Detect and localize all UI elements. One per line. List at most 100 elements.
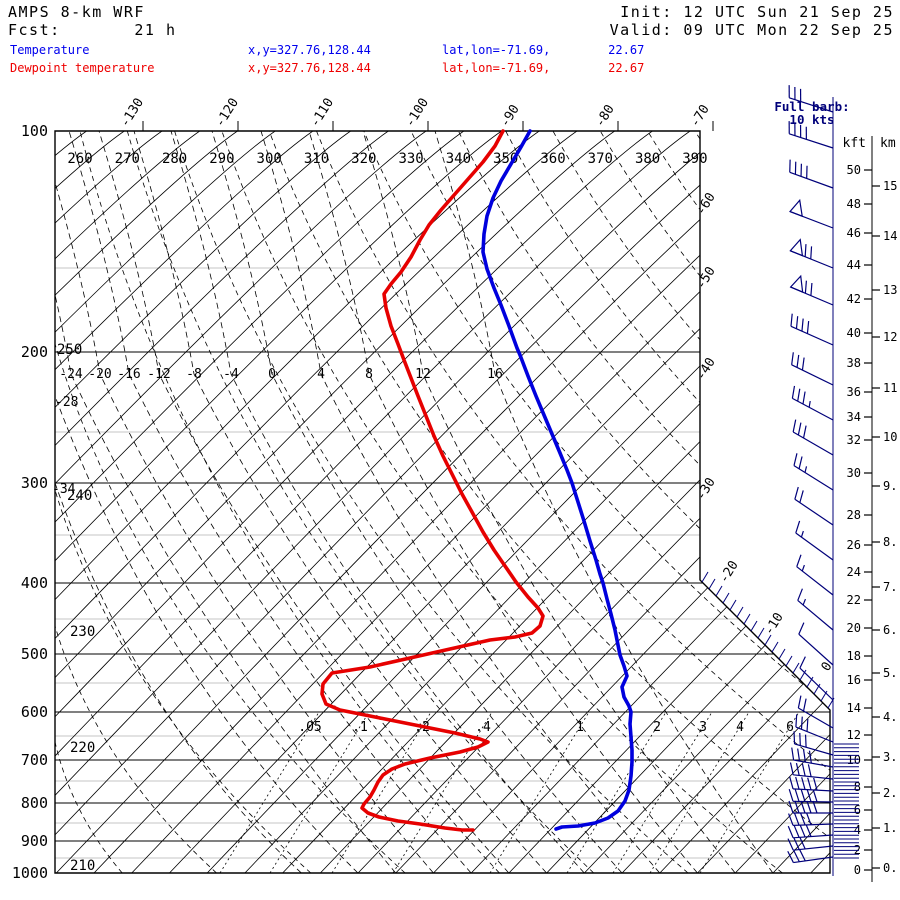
init-time: Init: 12 UTC Sun 21 Sep 25 <box>620 3 894 21</box>
km-tick-label: 6. <box>883 623 897 637</box>
kft-tick-label: 32 <box>847 433 861 447</box>
kft-tick-label: 36 <box>847 385 861 399</box>
model-title: AMPS 8-km WRF <box>8 3 145 21</box>
kft-tick-label: 24 <box>847 565 861 579</box>
mixing-ratio-label: 6 <box>786 720 794 735</box>
km-tick-label: 8. <box>883 535 897 549</box>
isotherm-label: -20 <box>717 558 742 586</box>
temperature-xy: x,y=327.76,128.44 <box>248 43 371 57</box>
kft-tick-label: 6 <box>854 803 861 817</box>
km-tick-label: 7. <box>883 580 897 594</box>
moist-adiabat-label: -24 <box>59 367 83 382</box>
kft-tick-label: 44 <box>847 258 861 272</box>
kft-tick-label: 16 <box>847 673 861 687</box>
dry-adiabat-label: 310 <box>304 151 329 167</box>
wind-barb-legend-line2: 10 kts <box>789 112 835 127</box>
dry-adiabat-label: 300 <box>257 151 282 167</box>
pressure-label: 700 <box>21 751 48 769</box>
dry-adiabat-label: 210 <box>70 858 95 874</box>
dry-adiabat-label: 360 <box>540 151 565 167</box>
dry-adiabat-label: 390 <box>682 151 707 167</box>
moist-adiabat-labels: -24 -20 -16 -12 -8 -4 0 4 8 12 16 -28 -34 <box>52 367 503 497</box>
km-tick-label: 2. <box>883 786 897 800</box>
kft-tick-label: 18 <box>847 649 861 663</box>
mixing-ratio-label: .05 <box>298 720 321 735</box>
moist-adiabat-lines <box>55 131 774 873</box>
km-tick-label: 13. <box>883 283 900 297</box>
pressure-label: 300 <box>21 474 48 492</box>
km-tick-label: 1. <box>883 821 897 835</box>
km-tick-label: 11. <box>883 381 900 395</box>
km-tick-label: 3. <box>883 750 897 764</box>
mixing-ratio-label: 1 <box>576 720 584 735</box>
moist-adiabat-label: -16 <box>117 367 140 382</box>
pressure-label: 800 <box>21 794 48 812</box>
kft-tick-label: 0 <box>854 863 861 877</box>
pressure-label: 900 <box>21 832 48 850</box>
km-tick-label: 10. <box>883 430 900 444</box>
kft-tick-label: 28 <box>847 508 861 522</box>
kft-tick-label: 14 <box>847 701 861 715</box>
dry-adiabat-label: 330 <box>398 151 423 167</box>
dry-adiabat-label: 230 <box>70 624 95 640</box>
dry-adiabat-label: 240 <box>67 488 92 504</box>
mixing-ratio-label: 2 <box>653 720 661 735</box>
moist-adiabat-label: -34 <box>52 482 76 497</box>
kft-tick-label: 26 <box>847 538 861 552</box>
km-tick-label: 15. <box>883 179 900 193</box>
pressure-gridlines <box>55 130 830 874</box>
dewpoint-xy: x,y=327.76,128.44 <box>248 61 371 75</box>
height-axis: kft km50484644424038363432302826242220181… <box>843 136 900 882</box>
isotherm-top-labels: -130 -120 -110 -100 -90 -80 -70 <box>118 96 714 131</box>
valid-time: Valid: 09 UTC Mon 22 Sep 25 <box>609 21 894 39</box>
kft-tick-label: 50 <box>847 163 861 177</box>
dry-adiabat-label: 250 <box>57 342 82 358</box>
slant-edge-hatch <box>701 571 835 709</box>
isotherm-label: -30 <box>694 475 719 503</box>
isotherm-label: -10 <box>762 610 787 638</box>
dry-adiabat-label: 380 <box>635 151 660 167</box>
km-tick-label: 12. <box>883 330 900 344</box>
kft-tick-label: 46 <box>847 226 861 240</box>
km-tick-label: 14. <box>883 229 900 243</box>
mixing-ratio-label: 3 <box>699 720 707 735</box>
temperature-legend-label: Temperature <box>10 43 90 57</box>
isotherm-label: -40 <box>694 355 719 383</box>
kft-tick-label: 48 <box>847 197 861 211</box>
kft-tick-label: 8 <box>854 780 861 794</box>
moist-adiabat-label: -12 <box>147 367 170 382</box>
plot-border <box>54 130 831 874</box>
km-tick-label: 4. <box>883 710 897 724</box>
km-tick-label: 9. <box>883 479 897 493</box>
kft-tick-label: 12 <box>847 728 861 742</box>
temperature-trace <box>481 129 634 831</box>
dry-adiabat-label: 270 <box>115 151 140 167</box>
km-tick-label: 0. <box>883 861 897 875</box>
kft-axis-title: kft <box>843 136 866 151</box>
pressure-label: 1000 <box>12 864 48 882</box>
pressure-label: 200 <box>21 343 48 361</box>
mixing-ratio-labels: .05.1.2.4 1 2 3 4 6 <box>298 720 794 735</box>
dry-adiabat-label: 370 <box>588 151 613 167</box>
cloud-hatch <box>834 743 859 859</box>
mixing-ratio-label: .1 <box>352 720 368 735</box>
dewpoint-legend-label: Dewpoint temperature <box>10 61 155 75</box>
isotherm-edge-labels: -60-50-40-30-20-100 <box>694 190 836 674</box>
moist-adiabat-label: 4 <box>317 367 325 382</box>
wind-barb-legend-line1: Full barb: <box>774 99 850 114</box>
kft-tick-label: 22 <box>847 593 861 607</box>
dry-adiabat-label: 340 <box>446 151 471 167</box>
kft-tick-label: 42 <box>847 292 861 306</box>
isotherm-label: -60 <box>694 190 719 218</box>
dry-adiabat-label: 280 <box>162 151 187 167</box>
pressure-label: 500 <box>21 645 48 663</box>
moist-adiabat-label: -28 <box>55 395 78 410</box>
moist-adiabat-label: 0 <box>268 367 276 382</box>
kft-tick-label: 34 <box>847 410 861 424</box>
moist-adiabat-label: 8 <box>365 367 373 382</box>
mixing-ratio-label: .4 <box>475 720 491 735</box>
pressure-label: 100 <box>21 122 48 140</box>
km-axis-title: km <box>880 136 896 151</box>
